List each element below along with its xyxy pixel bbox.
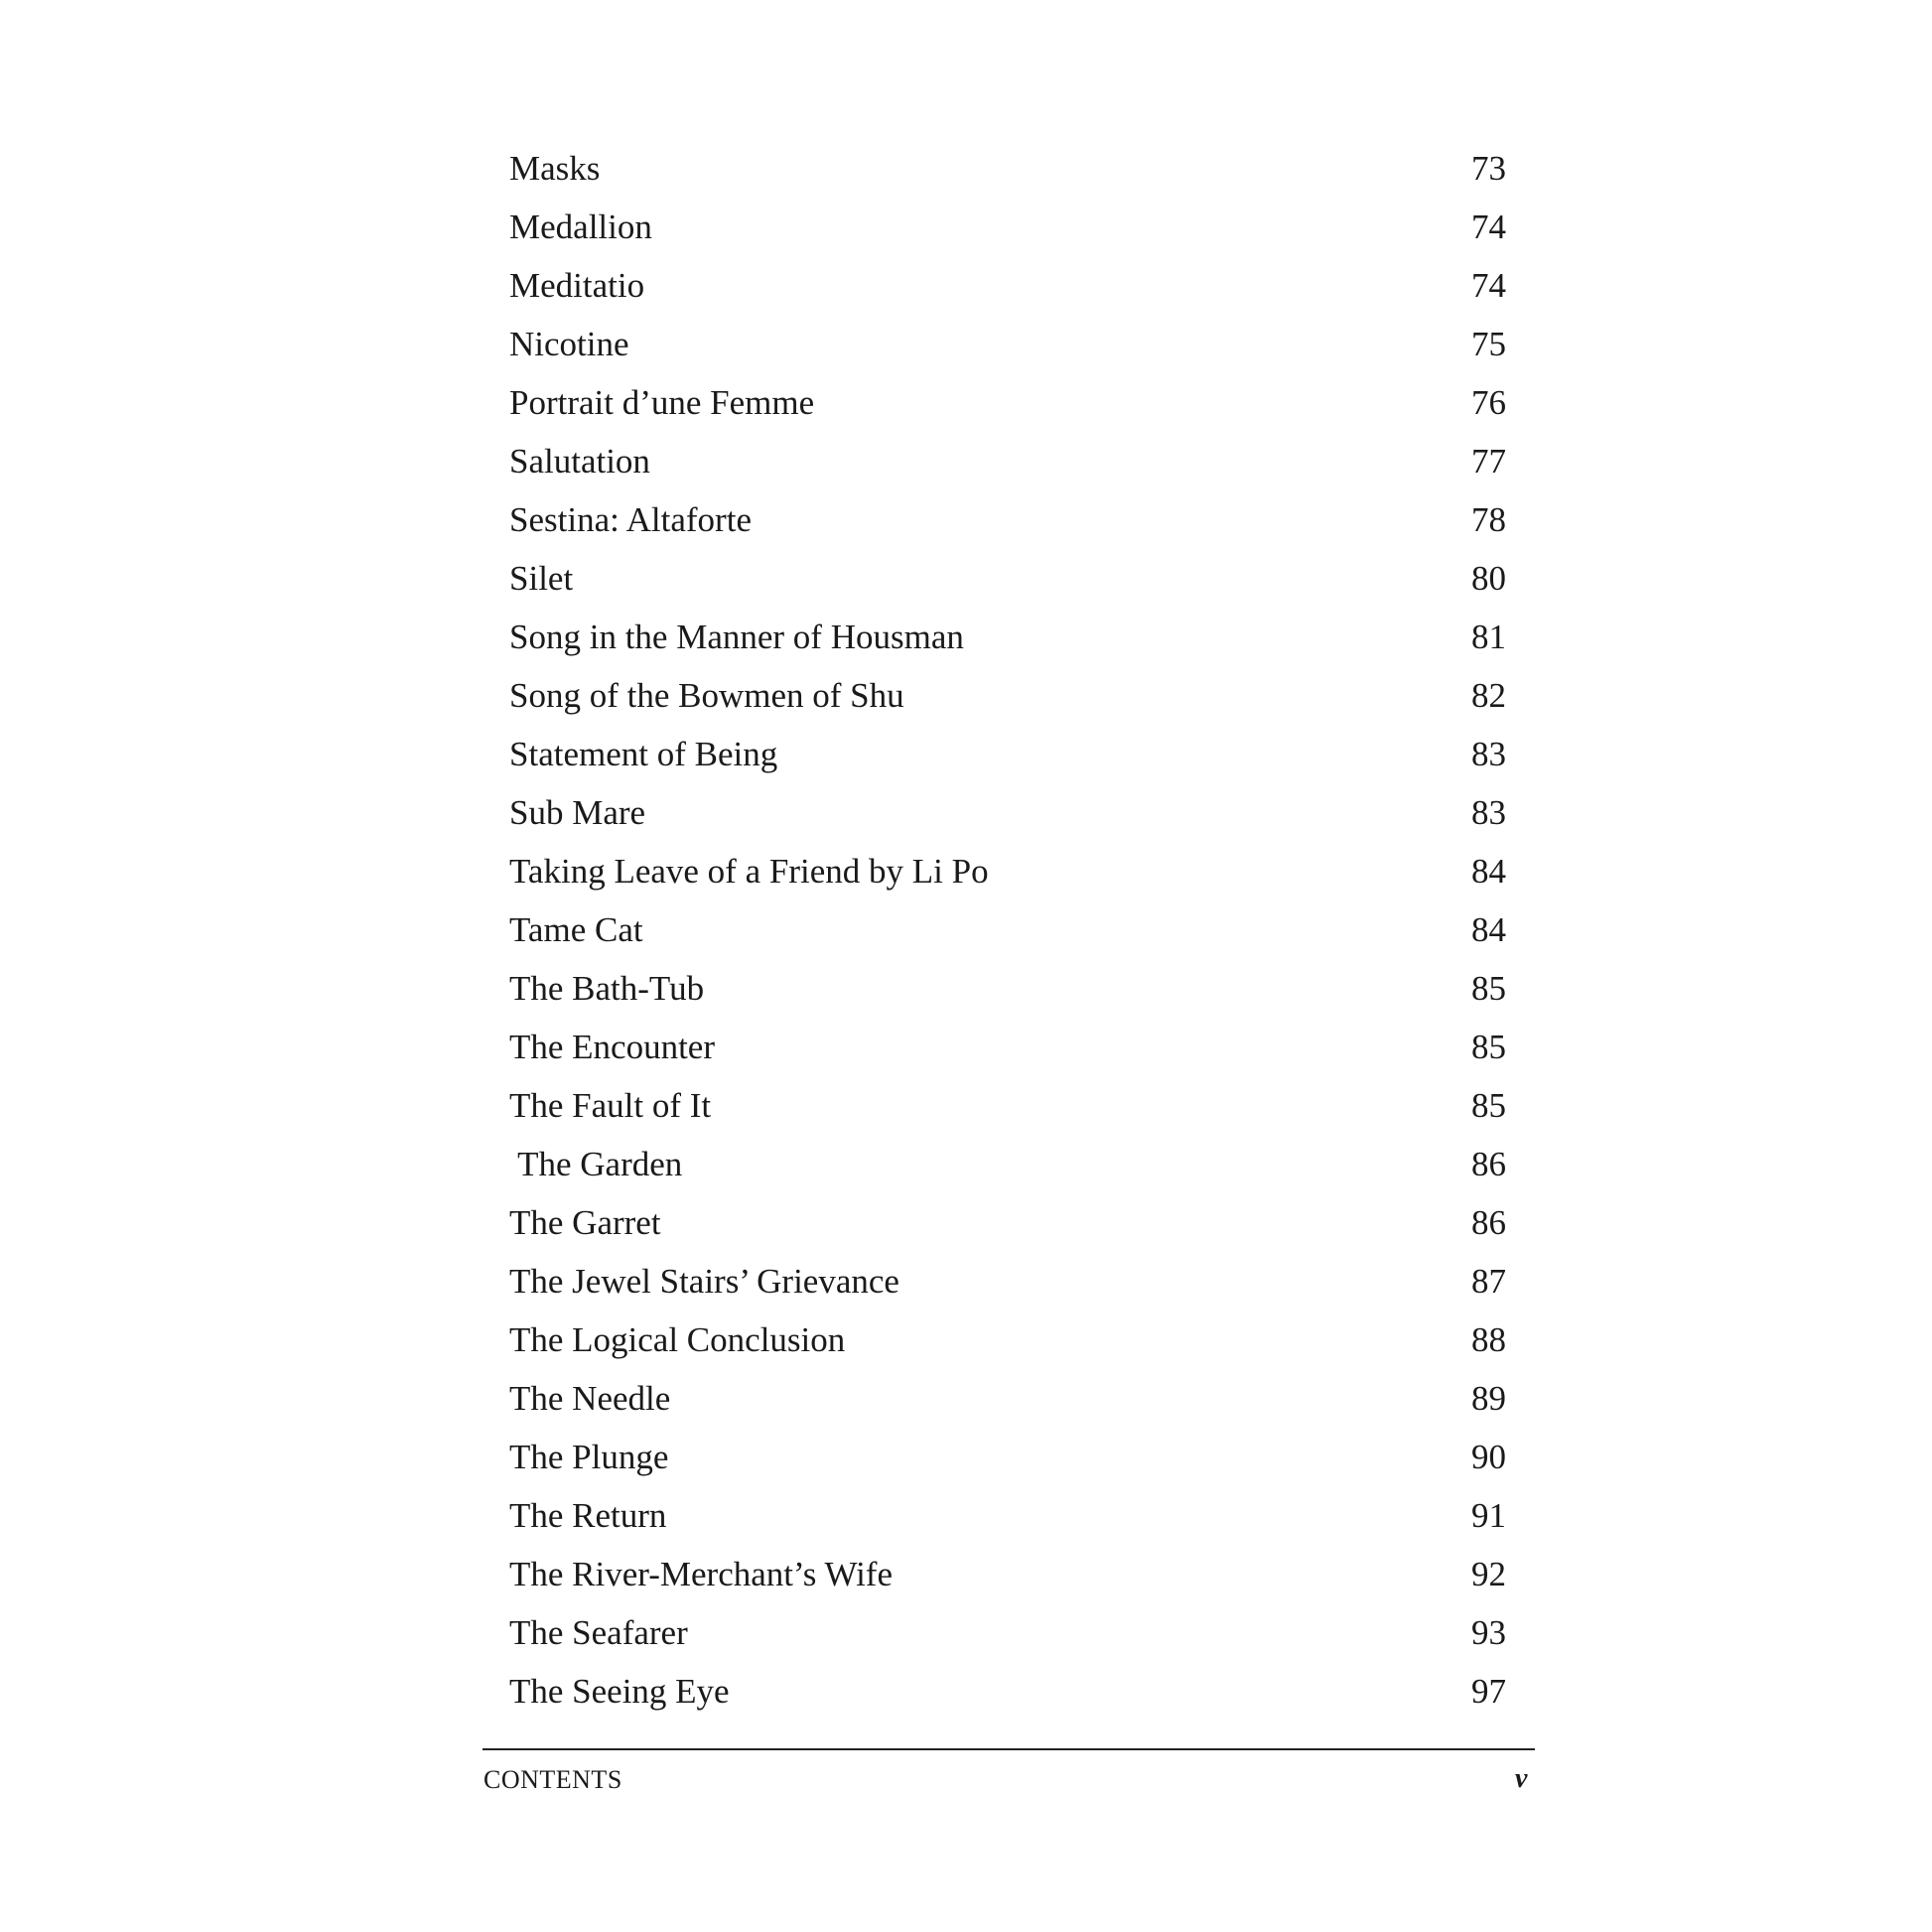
entry-title: The Needle [509,1378,671,1418]
entry-title: Salutation [509,441,650,481]
toc-entry: Meditatio 74 [509,256,1506,315]
entry-title: Masks [509,148,601,188]
toc-entry: The Seeing Eye 97 [509,1662,1506,1721]
entry-title: Statement of Being [509,734,778,773]
entry-page: 84 [1471,851,1506,891]
entry-page: 85 [1471,1027,1506,1066]
toc-entry: The River-Merchant’s Wife 92 [509,1545,1506,1603]
entry-page: 97 [1471,1671,1506,1711]
entry-title: Silet [509,558,574,598]
entry-page: 74 [1471,207,1506,246]
entry-title: Sub Mare [509,792,646,832]
entry-page: 75 [1471,324,1506,363]
entry-page: 89 [1471,1378,1506,1418]
entry-title: The Plunge [509,1437,669,1476]
toc-entry: Song of the Bowmen of Shu 82 [509,666,1506,725]
entry-title: The Jewel Stairs’ Grievance [509,1261,899,1301]
entry-page: 83 [1471,734,1506,773]
toc-entry: Song in the Manner of Housman 81 [509,608,1506,666]
entry-title: The River-Merchant’s Wife [509,1554,893,1593]
entry-page: 84 [1471,909,1506,949]
entry-page: 82 [1471,675,1506,715]
footer-section-label: CONTENTS [483,1765,622,1794]
toc-entry: The Encounter 85 [509,1018,1506,1076]
toc-entry: The Return 91 [509,1486,1506,1545]
entry-page: 90 [1471,1437,1506,1476]
entry-page: 83 [1471,792,1506,832]
entry-page: 81 [1471,617,1506,656]
toc-entry: Masks 73 [509,139,1506,198]
entry-page: 93 [1471,1612,1506,1652]
entry-title: Sestina: Altaforte [509,499,752,539]
toc-entry: Tame Cat 84 [509,900,1506,959]
entry-title: The Return [509,1495,667,1535]
entry-title: The Garden [509,1144,683,1183]
entry-page: 92 [1471,1554,1506,1593]
toc-entry: Sub Mare 83 [509,783,1506,842]
toc-entry: Salutation 77 [509,432,1506,490]
toc-entry: Statement of Being 83 [509,725,1506,783]
entry-page: 78 [1471,499,1506,539]
toc-entry: The Logical Conclusion 88 [509,1311,1506,1369]
toc-entry: The Jewel Stairs’ Grievance 87 [509,1252,1506,1311]
entry-title: The Seafarer [509,1612,688,1652]
toc-entry: The Seafarer 93 [509,1603,1506,1662]
toc-entry: Taking Leave of a Friend by Li Po 84 [509,842,1506,900]
entry-page: 80 [1471,558,1506,598]
toc-entry: Sestina: Altaforte 78 [509,490,1506,549]
toc-entry: The Plunge 90 [509,1428,1506,1486]
entry-page: 85 [1471,968,1506,1008]
entry-page: 87 [1471,1261,1506,1301]
toc-entry: Portrait d’une Femme 76 [509,373,1506,432]
footer-page-number: v [1515,1763,1528,1794]
entry-page: 88 [1471,1319,1506,1359]
toc-entry: Silet 80 [509,549,1506,608]
table-of-contents: Masks 73 Medallion 74 Meditatio 74 Nicotine 75 P… [509,139,1506,1721]
toc-entry: The Garret 86 [509,1193,1506,1252]
entry-title: The Bath-Tub [509,968,705,1008]
entry-page: 73 [1471,148,1506,188]
entry-title: The Encounter [509,1027,715,1066]
entry-page: 76 [1471,382,1506,422]
entry-title: Taking Leave of a Friend by Li Po [509,851,989,891]
toc-entry: The Bath-Tub 85 [509,959,1506,1018]
entry-title: Meditatio [509,265,645,305]
toc-entry: Nicotine 75 [509,315,1506,373]
entry-title: Medallion [509,207,652,246]
entry-page: 91 [1471,1495,1506,1535]
entry-title: Tame Cat [509,909,643,949]
entry-page: 86 [1471,1144,1506,1183]
entry-title: The Fault of It [509,1085,712,1125]
entry-page: 77 [1471,441,1506,481]
toc-entry: Medallion 74 [509,198,1506,256]
footer-divider [483,1748,1535,1750]
toc-entry: The Needle 89 [509,1369,1506,1428]
entry-title: Song of the Bowmen of Shu [509,675,904,715]
entry-page: 86 [1471,1202,1506,1242]
entry-page: 85 [1471,1085,1506,1125]
entry-title: Song in the Manner of Housman [509,617,964,656]
entry-page: 74 [1471,265,1506,305]
entry-title: Portrait d’une Femme [509,382,815,422]
entry-title: Nicotine [509,324,629,363]
toc-entry: The Garden 86 [509,1135,1506,1193]
entry-title: The Seeing Eye [509,1671,730,1711]
toc-entry: The Fault of It 85 [509,1076,1506,1135]
entry-title: The Garret [509,1202,661,1242]
entry-title: The Logical Conclusion [509,1319,846,1359]
